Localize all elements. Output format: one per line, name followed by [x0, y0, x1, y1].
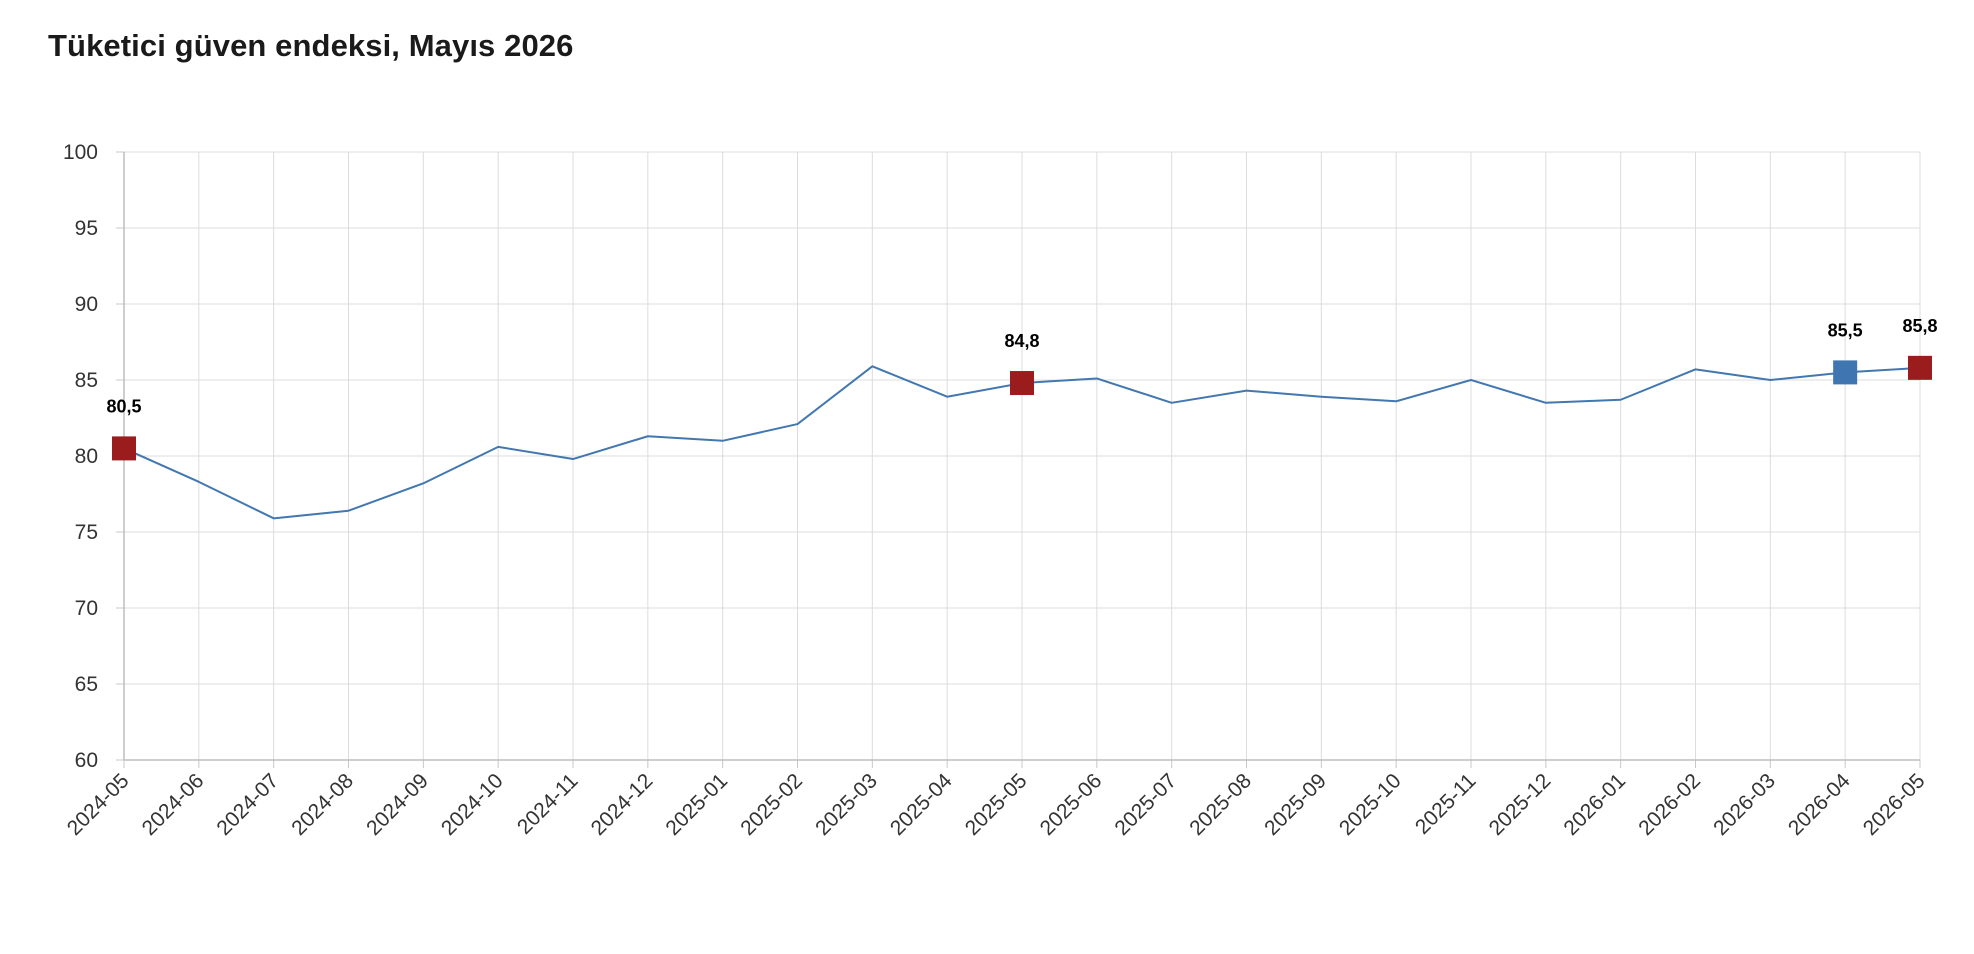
x-tick-label: 2024-10 [437, 769, 508, 840]
x-tick-label: 2026-03 [1709, 769, 1780, 840]
y-tick-label: 60 [75, 749, 98, 772]
highlight-markers [112, 355, 1932, 461]
highlight-marker [1010, 371, 1034, 396]
data-label: 84,8 [1004, 331, 1039, 351]
x-tick-label: 2024-12 [587, 769, 658, 840]
data-label: 80,5 [106, 396, 141, 416]
highlight-marker [112, 436, 136, 461]
data-label: 85,8 [1902, 316, 1937, 336]
axes [116, 151, 1921, 768]
y-tick-label: 90 [75, 293, 98, 316]
x-tick-label: 2025-11 [1411, 769, 1481, 839]
x-tick-label: 2024-07 [212, 769, 283, 840]
x-tick-label: 2025-08 [1185, 769, 1256, 840]
y-tick-label: 95 [75, 217, 98, 240]
x-tick-label: 2025-07 [1110, 769, 1181, 840]
chart-title: Tüketici güven endeksi, Mayıs 2026 [48, 28, 574, 63]
highlight-marker [1908, 355, 1932, 380]
y-tick-label: 65 [75, 673, 98, 696]
x-tick-label: 2024-08 [287, 769, 358, 840]
y-tick-label: 80 [75, 445, 98, 468]
x-tick-label: 2025-05 [961, 769, 1032, 840]
x-tick-label: 2025-02 [736, 769, 807, 840]
x-tick-label: 2026-01 [1559, 769, 1630, 840]
x-tick-label: 2025-10 [1335, 769, 1406, 840]
data-labels: 80,5 84,8 85,5 85,8 [106, 316, 1937, 417]
y-tick-label: 85 [75, 369, 98, 392]
x-tick-label: 2026-02 [1634, 769, 1705, 840]
x-tick-label: 2025-04 [886, 769, 957, 840]
y-tick-label: 70 [75, 597, 98, 620]
highlight-marker [1833, 360, 1858, 385]
x-tick-label: 2026-04 [1784, 769, 1855, 840]
y-tick-label: 75 [75, 521, 98, 544]
x-tick-label: 2025-06 [1036, 769, 1107, 840]
x-tick-label: 2025-12 [1485, 769, 1556, 840]
x-tick-label: 2025-09 [1260, 769, 1331, 840]
grid-lines [123, 151, 1921, 761]
x-tick-label: 2024-06 [138, 769, 209, 840]
x-tick-label: 2025-03 [811, 769, 882, 840]
x-tick-label: 2026-05 [1859, 769, 1930, 840]
x-tick-label: 2024-11 [513, 769, 583, 839]
y-axis-ticks: 60 65 70 75 80 85 90 95 100 [63, 141, 98, 772]
y-tick-label: 100 [63, 141, 98, 164]
x-axis-ticks: 2024-05 2024-06 2024-07 2024-08 2024-09 2024-… [63, 769, 1930, 840]
x-tick-label: 2024-05 [63, 769, 134, 840]
x-tick-label: 2025-01 [661, 769, 732, 840]
x-tick-label: 2024-09 [362, 769, 433, 840]
data-label: 85,5 [1828, 320, 1863, 340]
